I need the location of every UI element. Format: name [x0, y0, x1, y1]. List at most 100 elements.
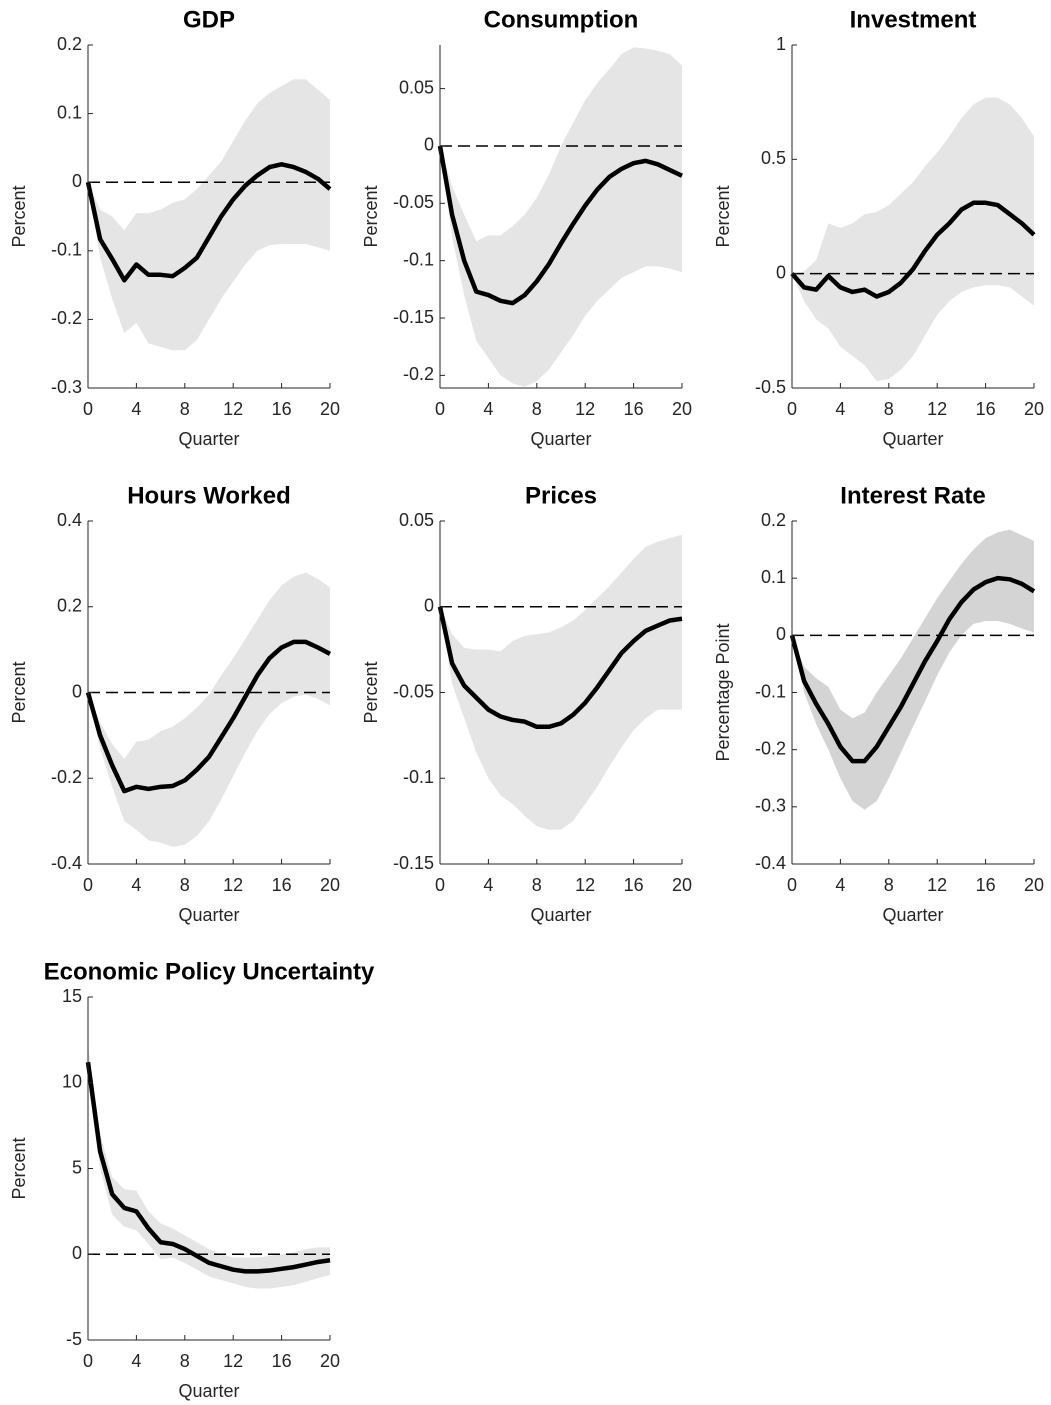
x-tick-label: 8 — [884, 875, 894, 895]
y-tick-label: 0 — [72, 681, 82, 701]
x-tick-label: 0 — [83, 875, 93, 895]
y-tick-label: 15 — [62, 986, 82, 1006]
x-tick-label: 0 — [435, 399, 445, 419]
y-tick-label: 0 — [424, 596, 434, 616]
y-tick-label: -0.4 — [755, 853, 786, 873]
y-tick-label: 5 — [72, 1157, 82, 1177]
y-axis-label: Percent — [361, 185, 381, 247]
response-line — [437, 145, 683, 306]
x-tick-label: 4 — [483, 875, 493, 895]
y-tick-label: 0 — [72, 1243, 82, 1263]
x-tick-label: 16 — [624, 399, 644, 419]
y-tick-label: -0.2 — [755, 738, 786, 758]
chart-title: Hours Worked — [127, 482, 291, 509]
y-tick-label: 0.4 — [57, 510, 82, 530]
subplot: -0.3 -0.2 -0.1 0 0.1 0.2 0 4 8 12 16 20 Quarter Perce… — [9, 6, 340, 448]
x-tick-label: 16 — [272, 875, 292, 895]
x-tick-label: 4 — [835, 399, 845, 419]
y-tick-label: -0.1 — [755, 681, 786, 701]
confidence-band — [88, 572, 330, 847]
y-axis-label: Percent — [9, 661, 29, 723]
y-tick-label: 0.1 — [57, 102, 82, 122]
y-tick-label: -0.2 — [51, 308, 82, 328]
x-tick-label: 20 — [672, 875, 692, 895]
y-tick-label: 0.05 — [399, 510, 434, 530]
x-axis-label: Quarter — [882, 429, 943, 449]
y-tick-label: -0.05 — [393, 192, 434, 212]
y-axis-label: Percent — [361, 661, 381, 723]
x-tick-label: 8 — [180, 1351, 190, 1371]
y-tick-label: 0 — [72, 171, 82, 191]
x-tick-label: 8 — [532, 399, 542, 419]
y-tick-label: -0.2 — [403, 364, 434, 384]
chart-title: Economic Policy Uncertainty — [44, 958, 375, 985]
response-line — [789, 575, 1036, 764]
x-tick-label: 12 — [223, 399, 243, 419]
y-tick-label: 0.05 — [399, 77, 434, 97]
x-tick-label: 20 — [320, 1351, 340, 1371]
x-tick-label: 20 — [1024, 875, 1044, 895]
x-tick-label: 8 — [180, 875, 190, 895]
y-tick-label: 0.1 — [761, 567, 786, 587]
x-tick-label: 4 — [131, 399, 141, 419]
x-tick-label: 16 — [272, 1351, 292, 1371]
x-tick-label: 20 — [672, 399, 692, 419]
y-tick-label: 0.2 — [761, 510, 786, 530]
subplot: -0.2 -0.15 -0.1 -0.05 0 0.05 0 4 8 12 16 20 Quarter P… — [361, 6, 692, 448]
x-tick-label: 16 — [976, 875, 996, 895]
chart-title: Consumption — [484, 6, 639, 33]
x-tick-label: 16 — [624, 875, 644, 895]
chart-title: Interest Rate — [840, 482, 985, 509]
y-tick-label: -0.1 — [403, 767, 434, 787]
response-line — [437, 606, 683, 730]
y-tick-label: -0.3 — [51, 377, 82, 397]
confidence-band — [792, 529, 1034, 810]
response-line — [790, 200, 1036, 299]
y-tick-label: -5 — [66, 1329, 82, 1349]
response-line — [85, 162, 332, 283]
subplot: -0.4 -0.3 -0.2 -0.1 0 0.1 0.2 0 4 8 12 16 20 Quarter P… — [713, 482, 1044, 924]
x-tick-label: 4 — [483, 399, 493, 419]
y-tick-label: 0.5 — [761, 148, 786, 168]
x-tick-label: 12 — [927, 399, 947, 419]
confidence-band — [440, 47, 682, 387]
chart-title: Prices — [525, 482, 597, 509]
y-tick-label: -0.4 — [51, 853, 82, 873]
x-tick-label: 4 — [131, 875, 141, 895]
x-tick-label: 0 — [83, 1351, 93, 1371]
x-axis-label: Quarter — [178, 1381, 239, 1401]
x-axis-label: Quarter — [178, 905, 239, 925]
y-axis-label: Percentage Point — [713, 623, 733, 761]
subplot: -0.500.510 4 8 12 16 20QuarterPercentInvestme… — [713, 6, 1044, 448]
x-axis-label: Quarter — [530, 905, 591, 925]
chart-title: Investment — [850, 6, 977, 33]
x-tick-label: 0 — [83, 399, 93, 419]
y-tick-label: 10 — [62, 1072, 82, 1092]
x-tick-label: 8 — [532, 875, 542, 895]
y-tick-label: -0.3 — [755, 796, 786, 816]
y-axis-label: Percent — [713, 185, 733, 247]
x-axis-label: Quarter — [530, 429, 591, 449]
x-axis-label: Quarter — [882, 905, 943, 925]
x-tick-label: 12 — [575, 875, 595, 895]
subplot: -0.4 -0.2 0 0.2 0.4 0 4 8 12 16 20 Quarter Percent Ho… — [9, 482, 340, 924]
chart-title: GDP — [183, 6, 235, 33]
confidence-band — [440, 534, 682, 830]
y-tick-label: 0 — [776, 262, 786, 282]
y-tick-label: 0.2 — [57, 34, 82, 54]
x-tick-label: 12 — [575, 399, 595, 419]
y-tick-label: 0 — [776, 624, 786, 644]
y-tick-label: -0.5 — [755, 377, 786, 397]
subplot: -0.15 -0.1 -0.05 0 0.05 0 4 8 12 16 20 Quarter Perce… — [361, 482, 692, 924]
x-tick-label: 16 — [976, 399, 996, 419]
y-tick-label: 0.2 — [57, 596, 82, 616]
y-axis-label: Percent — [9, 1137, 29, 1199]
x-tick-label: 8 — [884, 399, 894, 419]
y-tick-label: -0.15 — [393, 853, 434, 873]
x-tick-label: 12 — [223, 875, 243, 895]
x-tick-label: 0 — [787, 399, 797, 419]
x-tick-label: 20 — [1024, 399, 1044, 419]
response-line — [85, 1061, 331, 1274]
x-axis-label: Quarter — [178, 429, 239, 449]
